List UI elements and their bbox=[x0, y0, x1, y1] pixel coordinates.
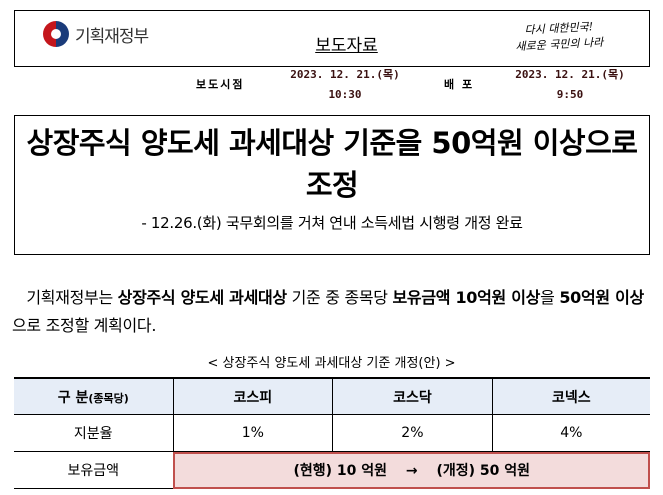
table-cell: 1% bbox=[172, 414, 333, 452]
subtitle: - 12.26.(화) 국무회의를 거쳐 연내 소득세법 시행령 개정 완료 bbox=[141, 214, 523, 232]
highlighted-cell: (현행) 10 억원 → (개정) 50 억원 bbox=[172, 451, 650, 489]
row-label: 지분율 bbox=[14, 414, 173, 452]
header-sub: (종목당) bbox=[88, 391, 129, 405]
embargo-time: 10:30 bbox=[328, 88, 362, 101]
header-cell: 구 분(종목당) bbox=[14, 377, 173, 415]
header-box: 기획재정부 보도자료 다시 대한민국! 새로운 국민의 나라 bbox=[14, 10, 650, 67]
header-cell: 코스피 bbox=[172, 377, 333, 415]
row-label: 보유금액 bbox=[14, 451, 173, 489]
header-cell: 코스닥 bbox=[332, 377, 493, 415]
bold-text: 보유금액 10억원 이상 bbox=[392, 288, 541, 307]
doc-type: 보도자료 bbox=[315, 36, 378, 56]
embargo-date: 2023. 12. 21.(목) bbox=[290, 68, 400, 81]
table-cell: 4% bbox=[491, 414, 650, 452]
table-row: 지분율 1% 2% 4% bbox=[14, 414, 650, 452]
distribution-date: 2023. 12. 21.(목) bbox=[515, 68, 625, 81]
header-main: 구 분 bbox=[57, 389, 89, 406]
table-cell: 2% bbox=[332, 414, 493, 452]
ministry-name: 기획재정부 bbox=[75, 26, 149, 47]
criteria-table: 구 분(종목당) 코스피 코스닥 코넥스 지분율 1% 2% 4% 보유금액 (… bbox=[14, 377, 650, 489]
table-row: 보유금액 (현행) 10 억원 → (개정) 50 억원 bbox=[14, 451, 650, 489]
text: 으로 조정할 계획이다. bbox=[12, 316, 157, 335]
page-title: 상장주식 양도세 과세대상 기준을 50억원 이상으로 조정 bbox=[26, 126, 638, 202]
text: 기준 중 종목당 bbox=[286, 288, 393, 307]
table-caption: < 상장주식 양도세 과세대상 기준 개정(안) > bbox=[207, 356, 456, 371]
distribution-label: 배 포 bbox=[444, 78, 475, 91]
distribution-time: 9:50 bbox=[556, 88, 584, 101]
bold-text: 50억원 이상 bbox=[559, 288, 644, 307]
text: 을 bbox=[540, 288, 560, 307]
text: 기획재정부는 bbox=[26, 288, 118, 307]
bold-text: 상장주식 양도세 과세대상 bbox=[117, 288, 287, 307]
taegeuk-emblem-icon bbox=[43, 21, 69, 47]
embargo-label: 보도시점 bbox=[196, 78, 245, 91]
title-box: 상장주식 양도세 과세대상 기준을 50억원 이상으로 조정 - 12.26.(… bbox=[14, 115, 650, 255]
slogan: 다시 대한민국! 새로운 국민의 나라 bbox=[514, 19, 604, 56]
ministry-logo: 기획재정부 bbox=[43, 21, 149, 47]
header-cell: 코넥스 bbox=[491, 377, 650, 415]
body-paragraph: 기획재정부는 상장주식 양도세 과세대상 기준 중 종목당 보유금액 10억원 … bbox=[12, 284, 657, 340]
